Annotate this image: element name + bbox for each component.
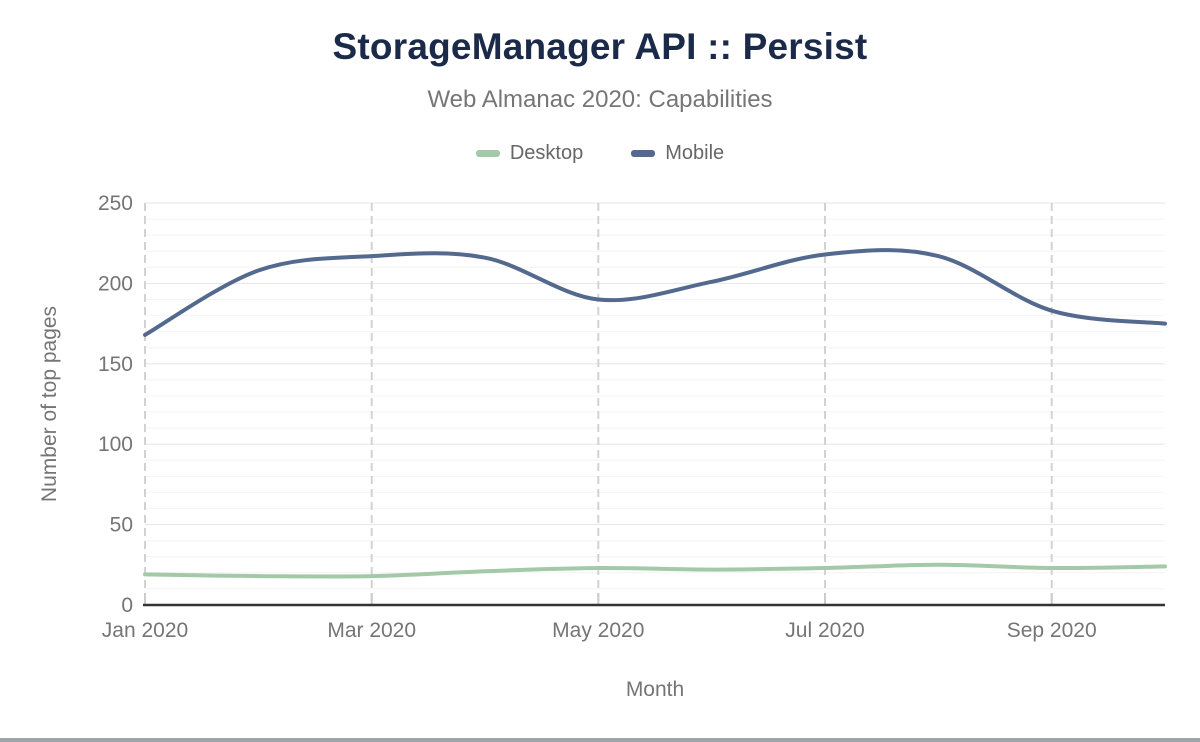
y-tick-label: 200: [98, 272, 133, 295]
x-tick-label: Jul 2020: [785, 619, 864, 642]
window-bottom-edge: [0, 738, 1200, 742]
page-subtitle: Web Almanac 2020: Capabilities: [427, 86, 773, 113]
legend-item-mobile[interactable]: Mobile: [631, 142, 724, 165]
legend-label-mobile: Mobile: [665, 142, 725, 164]
x-tick-label: May 2020: [552, 619, 644, 642]
x-tick-label: Jan 2020: [102, 619, 188, 642]
legend-label-desktop: Desktop: [509, 142, 584, 164]
legend-item-desktop[interactable]: Desktop: [475, 142, 584, 165]
x-tick-label: Mar 2020: [327, 619, 416, 642]
x-tick-label: Sep 2020: [1007, 619, 1097, 642]
y-tick-label: 50: [110, 514, 133, 537]
mobile-swatch-icon: [631, 150, 656, 157]
x-axis-title: Month: [625, 678, 685, 701]
desktop-line: [143, 562, 1167, 579]
desktop-swatch-icon: [475, 150, 500, 157]
legend: Desktop Mobile: [0, 142, 1200, 165]
mobile-line: [143, 248, 1167, 337]
y-tick-label: 250: [98, 192, 133, 215]
y-tick-label: 0: [121, 594, 133, 617]
y-tick-label: 100: [98, 433, 133, 456]
page-title: StorageManager API :: Persist: [332, 26, 868, 67]
y-tick-label: 150: [98, 353, 133, 376]
